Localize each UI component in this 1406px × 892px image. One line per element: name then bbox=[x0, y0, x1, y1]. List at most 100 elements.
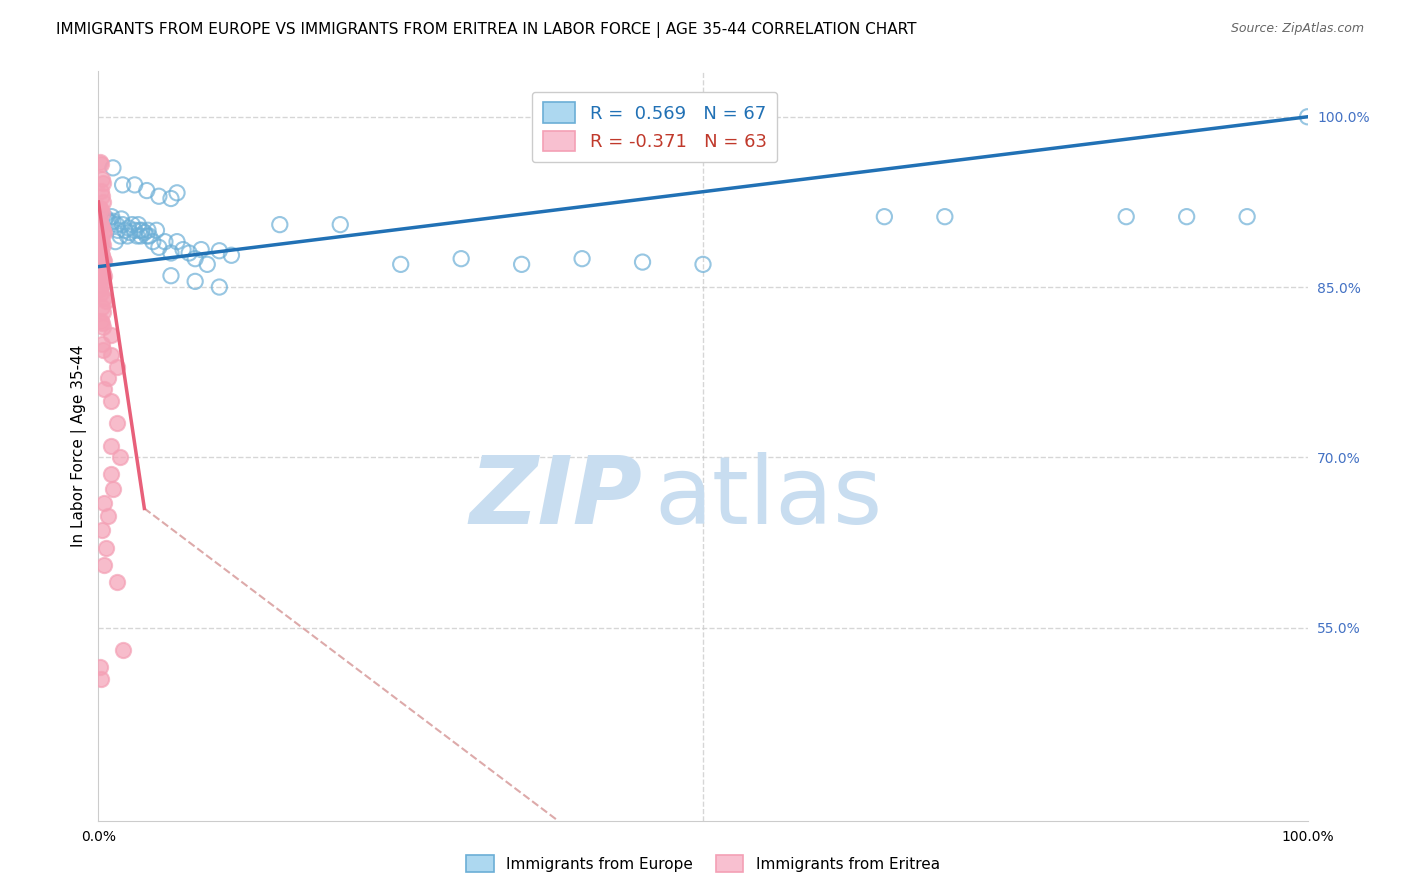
Point bbox=[131, 223, 153, 237]
Point bbox=[114, 223, 136, 237]
Point bbox=[91, 277, 114, 292]
Legend: R =  0.569   N = 67, R = -0.371   N = 63: R = 0.569 N = 67, R = -0.371 N = 63 bbox=[531, 92, 778, 162]
Point bbox=[153, 235, 176, 249]
Point bbox=[90, 246, 112, 260]
Text: atlas: atlas bbox=[655, 452, 883, 544]
Point bbox=[89, 243, 111, 257]
Point bbox=[100, 393, 122, 408]
Text: Source: ZipAtlas.com: Source: ZipAtlas.com bbox=[1230, 22, 1364, 36]
Text: IMMIGRANTS FROM EUROPE VS IMMIGRANTS FROM ERITREA IN LABOR FORCE | AGE 35-44 COR: IMMIGRANTS FROM EUROPE VS IMMIGRANTS FRO… bbox=[56, 22, 917, 38]
Point bbox=[1115, 210, 1137, 224]
Point bbox=[91, 172, 114, 186]
Point bbox=[89, 201, 111, 215]
Point bbox=[90, 184, 112, 198]
Point bbox=[166, 235, 188, 249]
Point bbox=[145, 223, 167, 237]
Point bbox=[94, 211, 117, 225]
Point bbox=[101, 482, 124, 496]
Point bbox=[124, 178, 146, 192]
Point bbox=[127, 218, 149, 232]
Point bbox=[90, 314, 112, 328]
Point bbox=[100, 327, 122, 342]
Point bbox=[89, 214, 111, 228]
Point bbox=[91, 343, 114, 357]
Point bbox=[91, 523, 114, 537]
Point bbox=[107, 223, 129, 237]
Point bbox=[91, 210, 114, 224]
Point bbox=[1175, 210, 1198, 224]
Point bbox=[91, 319, 114, 334]
Point bbox=[105, 575, 128, 590]
Point bbox=[1236, 210, 1258, 224]
Point bbox=[108, 450, 131, 465]
Point bbox=[110, 211, 132, 226]
Point bbox=[166, 186, 188, 200]
Point bbox=[134, 226, 156, 240]
Point bbox=[118, 221, 141, 235]
Point bbox=[100, 439, 122, 453]
Point bbox=[108, 229, 131, 244]
Point bbox=[97, 509, 120, 524]
Point bbox=[136, 223, 159, 237]
Point bbox=[101, 161, 124, 175]
Point bbox=[91, 194, 114, 209]
Point bbox=[91, 206, 114, 220]
Point bbox=[184, 274, 207, 288]
Point bbox=[91, 263, 114, 277]
Point bbox=[100, 467, 122, 482]
Point bbox=[93, 254, 115, 268]
Point bbox=[184, 252, 207, 266]
Point bbox=[94, 541, 117, 556]
Point bbox=[160, 268, 183, 283]
Point bbox=[510, 257, 533, 271]
Point bbox=[90, 218, 112, 232]
Point bbox=[93, 213, 115, 227]
Point bbox=[104, 235, 127, 249]
Point bbox=[91, 219, 114, 234]
Point bbox=[90, 672, 112, 686]
Point bbox=[111, 218, 134, 232]
Point bbox=[89, 257, 111, 271]
Point bbox=[89, 155, 111, 169]
Point bbox=[89, 229, 111, 244]
Point bbox=[90, 232, 112, 246]
Point bbox=[94, 293, 117, 308]
Point bbox=[89, 282, 111, 296]
Point bbox=[91, 238, 114, 252]
Point bbox=[389, 257, 412, 271]
Point bbox=[127, 229, 149, 244]
Point bbox=[89, 211, 111, 226]
Point bbox=[138, 229, 160, 244]
Point bbox=[450, 252, 472, 266]
Point bbox=[148, 189, 170, 203]
Point bbox=[135, 229, 157, 244]
Point bbox=[91, 248, 114, 262]
Point bbox=[97, 214, 120, 228]
Point bbox=[121, 218, 143, 232]
Point bbox=[93, 558, 115, 573]
Point bbox=[329, 218, 352, 232]
Point bbox=[91, 305, 114, 319]
Point bbox=[873, 210, 896, 224]
Point bbox=[571, 252, 593, 266]
Point bbox=[90, 157, 112, 171]
Point bbox=[91, 267, 114, 281]
Point bbox=[179, 246, 201, 260]
Point bbox=[124, 223, 146, 237]
Point bbox=[135, 184, 157, 198]
Point bbox=[93, 382, 115, 396]
Point bbox=[90, 260, 112, 274]
Point bbox=[100, 215, 122, 229]
Point bbox=[195, 257, 218, 271]
Point bbox=[160, 246, 183, 260]
Point bbox=[100, 348, 122, 362]
Point bbox=[91, 301, 114, 315]
Point bbox=[934, 210, 956, 224]
Point bbox=[91, 189, 114, 203]
Point bbox=[111, 178, 134, 192]
Legend: Immigrants from Europe, Immigrants from Eritrea: Immigrants from Europe, Immigrants from … bbox=[458, 847, 948, 880]
Point bbox=[105, 359, 128, 374]
Point bbox=[128, 223, 150, 237]
Point bbox=[105, 417, 128, 431]
Point bbox=[692, 257, 714, 271]
